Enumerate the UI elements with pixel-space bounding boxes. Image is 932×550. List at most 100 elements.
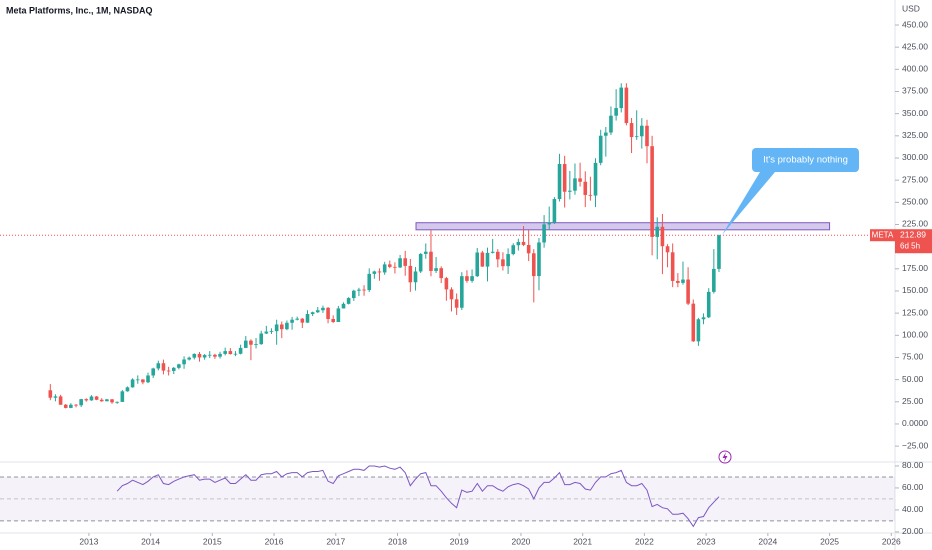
candle-body xyxy=(69,404,73,408)
candle-body xyxy=(238,347,243,354)
candle-body xyxy=(506,254,510,267)
candle-body xyxy=(511,245,516,255)
candle-body xyxy=(701,317,706,320)
candle-body xyxy=(706,291,711,318)
candle-body xyxy=(352,290,356,299)
candle-body xyxy=(125,387,130,392)
rsi-tick-label: 60.00 xyxy=(902,482,924,492)
x-tick-label: 2023 xyxy=(697,536,716,546)
annotation-callout: It's probably nothing xyxy=(722,148,859,235)
symbol-label: META xyxy=(872,230,894,239)
candle-body xyxy=(454,299,459,308)
countdown-label: 6d 5h xyxy=(900,241,920,250)
candle-body xyxy=(99,399,104,402)
y-tick-label: 100.00 xyxy=(902,330,928,340)
candle-body xyxy=(562,164,567,192)
candle-body xyxy=(449,289,454,300)
alert-icon[interactable] xyxy=(718,450,732,464)
candle-body xyxy=(465,276,469,281)
candle-body xyxy=(460,276,464,308)
candle-body xyxy=(341,303,346,309)
candle-body xyxy=(362,289,366,291)
candle-body xyxy=(408,265,413,283)
candle-body xyxy=(423,251,428,254)
y-tick-label: 0.0000 xyxy=(902,418,928,428)
candle-body xyxy=(537,242,541,277)
x-tick-label: 2024 xyxy=(758,536,777,546)
candle-body xyxy=(120,391,125,402)
candle-body xyxy=(429,251,433,271)
y-tick-label: 325.00 xyxy=(902,130,928,140)
candle-body xyxy=(367,273,372,291)
candle-body xyxy=(552,199,557,223)
candle-body xyxy=(645,125,649,147)
candle-body xyxy=(315,310,320,313)
candle-body xyxy=(717,235,721,269)
rsi-line xyxy=(116,465,720,528)
candle-body xyxy=(94,396,99,400)
candle-body xyxy=(470,276,474,281)
y-tick-label: 125.00 xyxy=(902,307,928,317)
candle-body xyxy=(58,396,63,405)
y-tick-label: 450.00 xyxy=(902,19,928,29)
currency-label: USD xyxy=(902,3,920,13)
candle-body xyxy=(691,303,696,342)
x-tick-label: 2013 xyxy=(79,536,98,546)
x-tick-label: 2021 xyxy=(573,536,592,546)
candle-body xyxy=(490,251,495,253)
candle-body xyxy=(598,135,603,163)
candle-body xyxy=(279,324,284,330)
candle-body xyxy=(681,279,685,283)
candle-body xyxy=(619,87,624,109)
y-tick-label: 25.00 xyxy=(902,396,924,406)
candle-body xyxy=(243,340,248,348)
x-tick-label: 2017 xyxy=(326,536,345,546)
candle-body xyxy=(295,318,300,320)
candle-body xyxy=(521,241,526,245)
candle-body xyxy=(629,123,634,138)
candle-body xyxy=(264,331,269,334)
candle-body xyxy=(171,367,176,371)
candle-body xyxy=(655,226,660,237)
candle-body xyxy=(161,363,166,371)
candle-body xyxy=(300,318,305,323)
x-tick-label: 2025 xyxy=(820,536,839,546)
y-tick-label: 400.00 xyxy=(902,64,928,74)
x-tick-label: 2016 xyxy=(265,536,284,546)
x-tick-label: 2018 xyxy=(388,536,407,546)
chart-title: Meta Platforms, Inc., 1M, NASDAQ xyxy=(6,5,153,15)
candle-body xyxy=(192,353,197,358)
y-tick-label: 275.00 xyxy=(902,174,928,184)
candle-body xyxy=(609,115,613,133)
candle-body xyxy=(696,319,701,342)
candle-body xyxy=(712,268,716,292)
rsi-tick-label: 80.00 xyxy=(902,460,924,470)
x-tick-label: 2020 xyxy=(511,536,530,546)
candle-body xyxy=(89,396,94,401)
candle-body xyxy=(531,253,536,277)
candle-body xyxy=(233,353,238,355)
candle-body xyxy=(660,226,665,247)
rsi-tick-label: 20.00 xyxy=(902,526,924,536)
candle-body xyxy=(670,252,675,281)
candle-body xyxy=(640,125,644,137)
candle-body xyxy=(269,331,274,332)
candle-body xyxy=(48,390,53,398)
candle-body xyxy=(624,87,629,124)
candle-body xyxy=(357,289,361,291)
y-tick-label: 75.00 xyxy=(902,352,924,362)
candle-body xyxy=(593,162,598,196)
y-tick-label: 150.00 xyxy=(902,285,928,295)
candle-body xyxy=(568,190,572,192)
candle-body xyxy=(130,379,135,388)
candle-body xyxy=(53,396,58,398)
candle-body xyxy=(434,268,438,271)
candle-body xyxy=(393,266,397,268)
candle-body xyxy=(578,178,582,182)
candle-body xyxy=(326,307,330,319)
candle-body xyxy=(274,324,279,332)
candle-body xyxy=(583,181,588,195)
candle-body xyxy=(254,344,258,345)
y-tick-label: 175.00 xyxy=(902,263,928,273)
